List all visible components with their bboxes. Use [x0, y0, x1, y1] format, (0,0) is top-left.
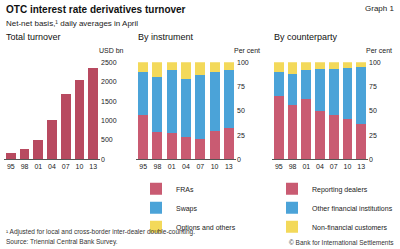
svg-text:USD bn: USD bn [99, 47, 124, 54]
svg-text:0: 0 [369, 156, 373, 163]
svg-text:04: 04 [316, 163, 324, 170]
svg-text:95: 95 [275, 163, 283, 170]
svg-text:¹ Adjusted for local and cross: ¹ Adjusted for local and cross-border in… [6, 228, 195, 236]
svg-text:Per cent: Per cent [234, 47, 260, 54]
svg-text:13: 13 [357, 163, 365, 170]
svg-text:10: 10 [211, 163, 219, 170]
svg-text:0: 0 [237, 156, 241, 163]
svg-text:75: 75 [369, 83, 377, 90]
svg-text:2500: 2500 [101, 59, 117, 66]
svg-text:Reporting dealers: Reporting dealers [312, 186, 368, 194]
svg-text:Source: Triennial Central Bank: Source: Triennial Central Bank Survey. [6, 238, 118, 246]
svg-text:75: 75 [237, 83, 245, 90]
svg-text:10: 10 [76, 163, 84, 170]
svg-text:95: 95 [139, 163, 147, 170]
svg-text:07: 07 [196, 163, 204, 170]
svg-text:98: 98 [289, 163, 297, 170]
svg-text:Options and others: Options and others [176, 224, 236, 232]
svg-text:04: 04 [182, 163, 190, 170]
svg-text:01: 01 [34, 163, 42, 170]
svg-text:01: 01 [168, 163, 176, 170]
svg-text:Graph 1: Graph 1 [365, 4, 394, 13]
svg-text:Swaps: Swaps [176, 205, 198, 213]
svg-text:Total turnover: Total turnover [6, 32, 61, 42]
svg-text:10: 10 [344, 163, 352, 170]
svg-text:25: 25 [369, 132, 377, 139]
svg-text:1000: 1000 [101, 117, 117, 124]
svg-text:07: 07 [330, 163, 338, 170]
svg-text:0: 0 [101, 156, 105, 163]
svg-text:98: 98 [21, 163, 29, 170]
svg-text:Other financial institutions: Other financial institutions [312, 205, 393, 212]
svg-text:01: 01 [302, 163, 310, 170]
svg-text:1500: 1500 [101, 98, 117, 105]
svg-text:04: 04 [48, 163, 56, 170]
svg-text:Non-financial customers: Non-financial customers [312, 224, 388, 231]
svg-text:© Bank for International Settl: © Bank for International Settlements [289, 239, 394, 246]
svg-text:98: 98 [154, 163, 162, 170]
svg-text:OTC interest rate derivatives: OTC interest rate derivatives turnover [6, 4, 186, 15]
svg-text:By counterparty: By counterparty [274, 32, 338, 42]
svg-text:13: 13 [89, 163, 97, 170]
svg-text:Net-net basis,¹ daily averages: Net-net basis,¹ daily averages in April [6, 19, 138, 28]
svg-text:Per cent: Per cent [366, 47, 392, 54]
svg-text:07: 07 [62, 163, 70, 170]
svg-text:50: 50 [237, 107, 245, 114]
svg-text:95: 95 [7, 163, 15, 170]
svg-text:100: 100 [369, 59, 381, 66]
svg-text:FRAs: FRAs [176, 186, 194, 193]
svg-text:2000: 2000 [101, 78, 117, 85]
svg-text:100: 100 [237, 59, 249, 66]
svg-text:500: 500 [101, 136, 113, 143]
svg-text:50: 50 [369, 107, 377, 114]
svg-text:By instrument: By instrument [138, 32, 194, 42]
svg-text:13: 13 [225, 163, 233, 170]
svg-text:25: 25 [237, 132, 245, 139]
